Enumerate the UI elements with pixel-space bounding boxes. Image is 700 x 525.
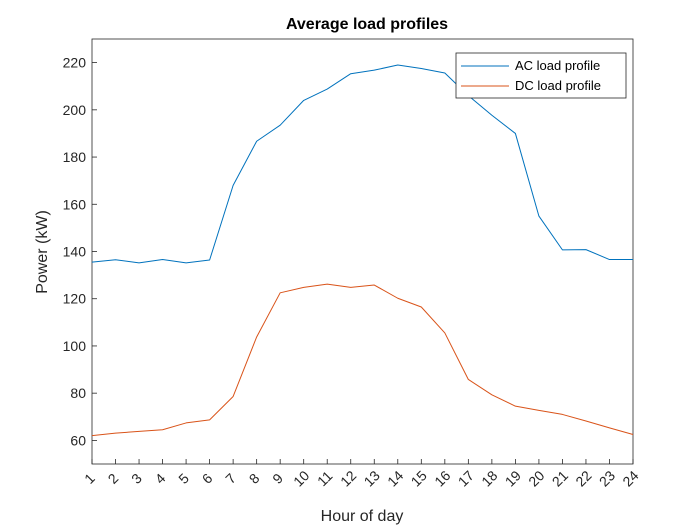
x-tick-label: 8 [246, 470, 263, 487]
y-tick-label: 120 [63, 291, 87, 307]
y-axis-label: Power (kW) [34, 210, 51, 294]
x-tick-label: 24 [619, 467, 641, 489]
x-tick-label: 19 [502, 467, 524, 489]
dc-load-series-line [91, 283, 634, 437]
legend-label-dc: DC load profile [515, 78, 601, 93]
x-tick-label: 7 [222, 470, 239, 487]
x-tick-label: 9 [269, 470, 286, 487]
x-tick-label: 10 [290, 467, 312, 489]
x-tick-label: 11 [314, 468, 336, 490]
x-tick-label: 4 [152, 470, 169, 487]
x-tick-label: 3 [128, 470, 145, 487]
y-tick-label: 160 [63, 196, 87, 212]
y-tick-label: 220 [63, 55, 87, 71]
x-tick-label: 23 [596, 467, 618, 489]
x-tick-label: 17 [455, 467, 477, 489]
legend-box [455, 52, 627, 99]
chart-title: Average load profiles [286, 16, 448, 33]
x-tick-label: 16 [431, 467, 453, 489]
x-tick-label: 1 [81, 470, 98, 487]
y-tick-label: 100 [63, 338, 87, 354]
x-tick-label: 5 [175, 470, 192, 487]
y-tick-label: 180 [63, 149, 87, 165]
y-tick-label: 200 [63, 102, 87, 118]
ac-load-series-line [91, 64, 633, 264]
x-tick-label: 6 [199, 470, 216, 487]
legend-label-ac: AC load profile [515, 58, 600, 73]
x-tick-label: 22 [572, 467, 594, 489]
legend: AC load profile DC load profile [455, 52, 627, 99]
x-tick-label: 20 [525, 467, 547, 489]
x-tick-label: 12 [337, 467, 359, 489]
x-tick-label: 15 [408, 467, 430, 489]
y-axis: 60 80 100 120 140 160 180 200 220 [63, 55, 97, 448]
plot-area [91, 38, 634, 465]
x-tick-label: 18 [478, 467, 500, 489]
x-tick-label: 13 [361, 467, 383, 489]
series-layer [91, 64, 634, 437]
y-tick-label: 140 [63, 244, 87, 260]
y-tick-label: 60 [70, 432, 86, 448]
y-tick-label: 80 [70, 385, 86, 401]
x-axis-label: Hour of day [321, 508, 404, 525]
x-tick-label: 2 [105, 470, 122, 487]
x-tick-label: 14 [384, 467, 406, 489]
x-tick-label: 21 [549, 467, 571, 489]
